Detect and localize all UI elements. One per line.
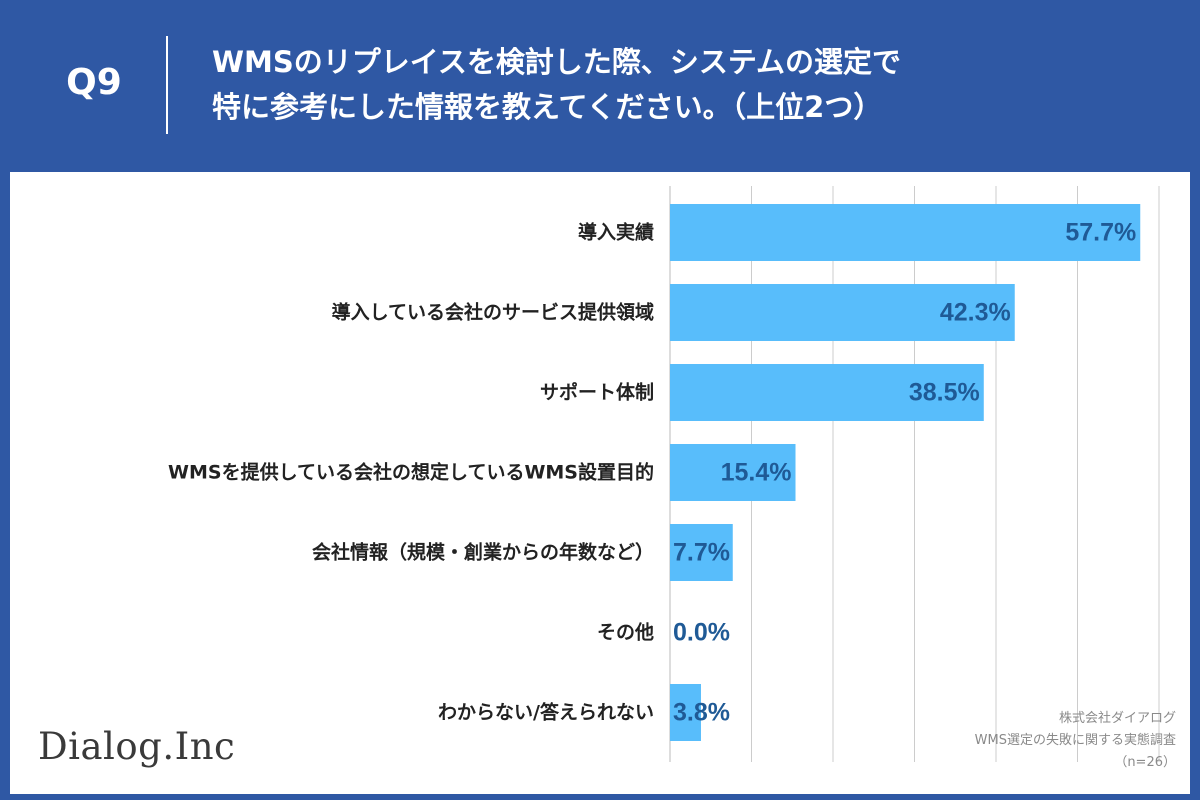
header-divider: [166, 36, 168, 134]
value-label: 7.7%: [673, 539, 730, 567]
value-labels: 57.7% 42.3% 38.5% 15.4% 7.7% 0.0% 3.8%: [673, 219, 1136, 727]
bar: [670, 284, 1015, 341]
question-title: WMSのリプレイスを検討した際、システムの選定で 特に参考にした情報を教えてくだ…: [212, 40, 1172, 130]
question-number: Q9: [66, 62, 122, 103]
category-label: その他: [597, 621, 654, 644]
chart-panel: 導入実績導入している会社のサービス提供領域サポート体制 WMSを提供している会社の…: [10, 172, 1190, 794]
category-label: 導入実績: [578, 221, 654, 244]
bar: [670, 364, 984, 421]
category-label: サポート体制: [540, 381, 654, 404]
bars: [670, 204, 1141, 741]
category-label: わからない/答えられない: [438, 701, 654, 724]
header: Q9 WMSのリプレイスを検討した際、システムの選定で 特に参考にした情報を教え…: [0, 0, 1200, 170]
bar: [670, 444, 796, 501]
source-sample: （n=26）: [1114, 755, 1176, 770]
value-label: 15.4%: [721, 459, 792, 487]
value-label: 57.7%: [1065, 219, 1136, 247]
bar: [670, 684, 701, 741]
value-label: 42.3%: [940, 299, 1011, 327]
value-label: 3.8%: [673, 699, 730, 727]
category-label: WMSを提供している会社の想定しているWMS設置目的: [168, 461, 654, 484]
category-label: 導入している会社のサービス提供領域: [332, 301, 654, 324]
question-title-line2: 特に参考にした情報を教えてください。（上位2つ）: [212, 90, 883, 124]
grid-lines: [669, 186, 1160, 762]
source-company: 株式会社ダイアログ: [1058, 711, 1176, 726]
dialog-logo: Dialog.Inc: [38, 725, 236, 768]
source-survey: WMS選定の失敗に関する実態調査: [974, 733, 1176, 748]
category-label: 会社情報（規模・創業からの年数など）: [312, 541, 654, 564]
source-note: 株式会社ダイアログ WMS選定の失敗に関する実態調査 （n=26）: [876, 708, 1176, 774]
bar: [670, 204, 1141, 261]
question-title-line1: WMSのリプレイスを検討した際、システムの選定で: [212, 45, 901, 79]
bar: [670, 524, 733, 581]
value-label: 0.0%: [673, 619, 730, 647]
value-label: 38.5%: [909, 379, 980, 407]
